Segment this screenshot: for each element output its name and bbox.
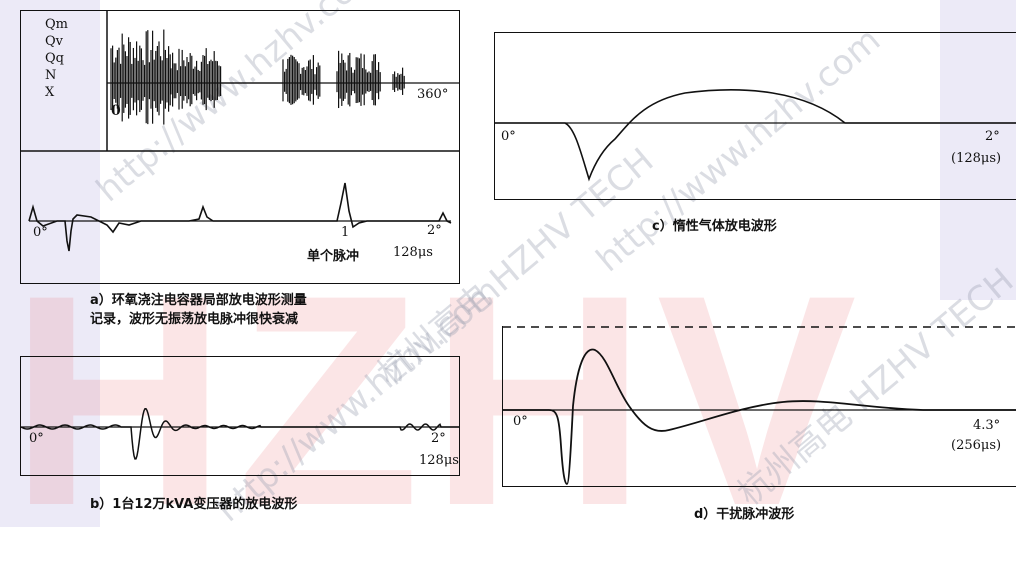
- time-label: (128μs): [951, 151, 1002, 166]
- panel-d-trace: [503, 326, 1016, 485]
- bottom-start-label: 0°: [33, 225, 48, 240]
- end-label: 4.3°: [973, 418, 1001, 433]
- time-label: 128μs: [419, 453, 459, 468]
- watermark-brand-letters: HZHV: [10, 232, 867, 568]
- channel-label: X: [45, 85, 55, 100]
- panel-c-oscillogram: 0° 2° (128μs): [494, 32, 1016, 200]
- watermark-lilac-left: [0, 0, 100, 527]
- panel-a-trace: [21, 11, 459, 252]
- time-label: (256μs): [951, 438, 1002, 453]
- panel-b-trace: [20, 408, 459, 460]
- caption-a-line1: a）环氧浇注电容器局部放电波形测量: [90, 293, 307, 308]
- caption-a-line2: 记录，波形无振荡放电脉冲很快衰减: [90, 312, 299, 327]
- top-start-label: 0: [111, 103, 121, 119]
- time-label: 128μs: [393, 245, 433, 260]
- start-label: 0°: [513, 414, 528, 429]
- panel-d-oscillogram: 0° 4.3° (256μs): [502, 326, 1016, 487]
- caption-c: c）惰性气体放电波形: [652, 219, 777, 234]
- watermark-lilac-right: [940, 0, 1016, 300]
- end-label: 2°: [985, 129, 1000, 144]
- end-label: 2°: [431, 431, 446, 446]
- channel-label: Qm: [45, 17, 68, 32]
- single-pulse-label: 单个脉冲: [307, 249, 360, 264]
- caption-b: b）1台12万kVA变压器的放电波形: [90, 497, 298, 512]
- caption-d: d）干扰脉冲波形: [694, 507, 795, 522]
- panel-a-oscillogram: Qm Qv Qq N X 0 360° 0° 1 2° 单个脉冲 128μs: [20, 10, 460, 284]
- channel-label: Qv: [45, 34, 64, 49]
- panel-b-oscillogram: 0° 2° 128μs: [20, 356, 460, 476]
- start-label: 0°: [29, 431, 44, 446]
- panel-c-trace: [495, 89, 1016, 182]
- bottom-end-label: 2°: [427, 223, 442, 238]
- channel-label: Qq: [45, 51, 64, 66]
- start-label: 0°: [501, 129, 516, 144]
- channel-label: N: [45, 68, 57, 83]
- bottom-marker-label: 1: [341, 225, 350, 240]
- top-end-label: 360°: [417, 87, 449, 102]
